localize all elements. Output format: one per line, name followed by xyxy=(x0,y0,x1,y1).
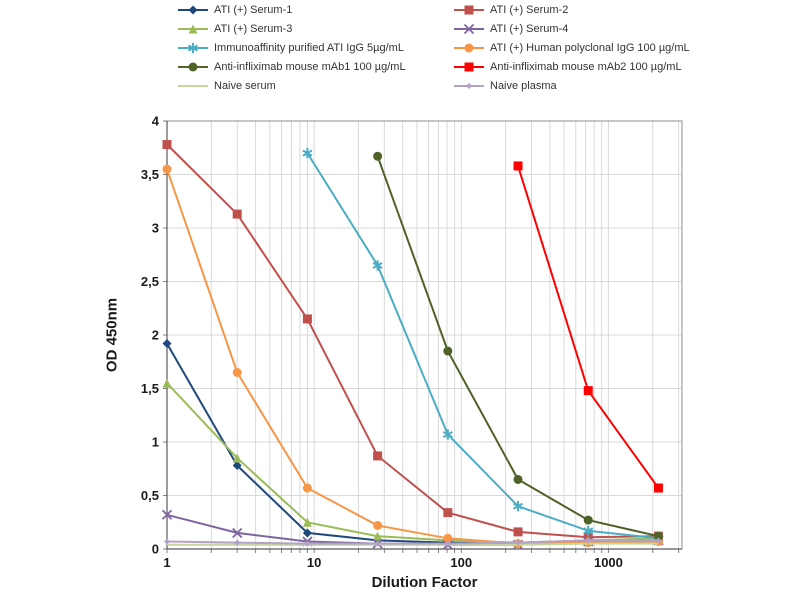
legend-marker-icon xyxy=(454,5,484,15)
series-line xyxy=(166,168,659,545)
legend-label: Immunoaffinity purified ATI IgG 5µg/mL xyxy=(214,42,404,54)
x-tick-label: 1000 xyxy=(594,555,623,570)
y-tick-label: 3,5 xyxy=(141,167,159,182)
series-line xyxy=(167,542,659,546)
x-tick-label: 100 xyxy=(450,555,472,570)
legend-marker-icon xyxy=(454,23,484,35)
x-tick-label: 1 xyxy=(163,555,170,570)
legend-marker-icon xyxy=(454,43,484,53)
legend-label: Anti-infliximab mouse mAb2 100 µg/mL xyxy=(490,61,682,73)
legend-label: Naive serum xyxy=(214,80,276,92)
y-tick-label: 2,5 xyxy=(141,274,159,289)
legend-item: ATI (+) Human polyclonal IgG 100 µg/mL xyxy=(454,42,744,54)
series-line xyxy=(306,152,659,540)
legend-item: ATI (+) Serum-3 xyxy=(178,23,454,35)
legend-label: Anti-infliximab mouse mAb1 100 µg/mL xyxy=(214,61,406,73)
chart-canvas: 1 10 100 1000 0 0,5 1 1,5 2 2,5 3 3,5 4 xyxy=(141,114,683,571)
legend-marker-icon xyxy=(178,42,208,54)
legend-marker-icon xyxy=(178,62,208,72)
legend-item: Naive plasma xyxy=(454,80,744,92)
y-tick-label: 4 xyxy=(152,114,160,129)
legend-item: Naive serum xyxy=(178,80,454,92)
legend-marker-icon xyxy=(454,62,484,72)
series-group xyxy=(161,140,664,550)
y-tick-label: 2 xyxy=(152,328,159,343)
gridlines xyxy=(163,120,683,553)
y-tick-label: 1,5 xyxy=(141,381,159,396)
series-line xyxy=(166,143,659,539)
y-tick-label: 0,5 xyxy=(141,488,159,503)
legend-marker-icon xyxy=(454,83,484,89)
y-tick-label: 3 xyxy=(152,221,159,236)
x-tick-label: 10 xyxy=(307,555,321,570)
legend-item: ATI (+) Serum-1 xyxy=(178,4,454,16)
legend-item: Immunoaffinity purified ATI IgG 5µg/mL xyxy=(178,42,454,54)
legend-marker-icon xyxy=(178,85,208,87)
legend-label: ATI (+) Serum-4 xyxy=(490,23,569,35)
series-line xyxy=(517,165,660,489)
legend-label: ATI (+) Human polyclonal IgG 100 µg/mL xyxy=(490,42,690,54)
legend-item: ATI (+) Serum-4 xyxy=(454,23,744,35)
legend-label: ATI (+) Serum-2 xyxy=(490,4,569,16)
legend-item: ATI (+) Serum-2 xyxy=(454,4,744,16)
x-axis-title: Dilution Factor xyxy=(371,574,478,591)
y-tick-label: 1 xyxy=(152,435,159,450)
legend-label: ATI (+) Serum-3 xyxy=(214,23,293,35)
axis-tick-labels: 1 10 100 1000 0 0,5 1 1,5 2 2,5 3 3,5 4 xyxy=(141,114,623,571)
legend-label: Naive plasma xyxy=(490,80,557,92)
legend: ATI (+) Serum-1 ATI (+) Serum-2 ATI (+) Se… xyxy=(178,4,744,92)
y-axis-title: OD 450nm xyxy=(103,297,121,373)
legend-item: Anti-infliximab mouse mAb1 100 µg/mL xyxy=(178,61,454,73)
legend-marker-icon xyxy=(178,24,208,34)
legend-marker-icon xyxy=(178,5,208,15)
legend-label: ATI (+) Serum-1 xyxy=(214,4,293,16)
legend-item: Anti-infliximab mouse mAb2 100 µg/mL xyxy=(454,61,744,73)
series-line xyxy=(166,539,659,545)
y-tick-label: 0 xyxy=(152,542,159,557)
